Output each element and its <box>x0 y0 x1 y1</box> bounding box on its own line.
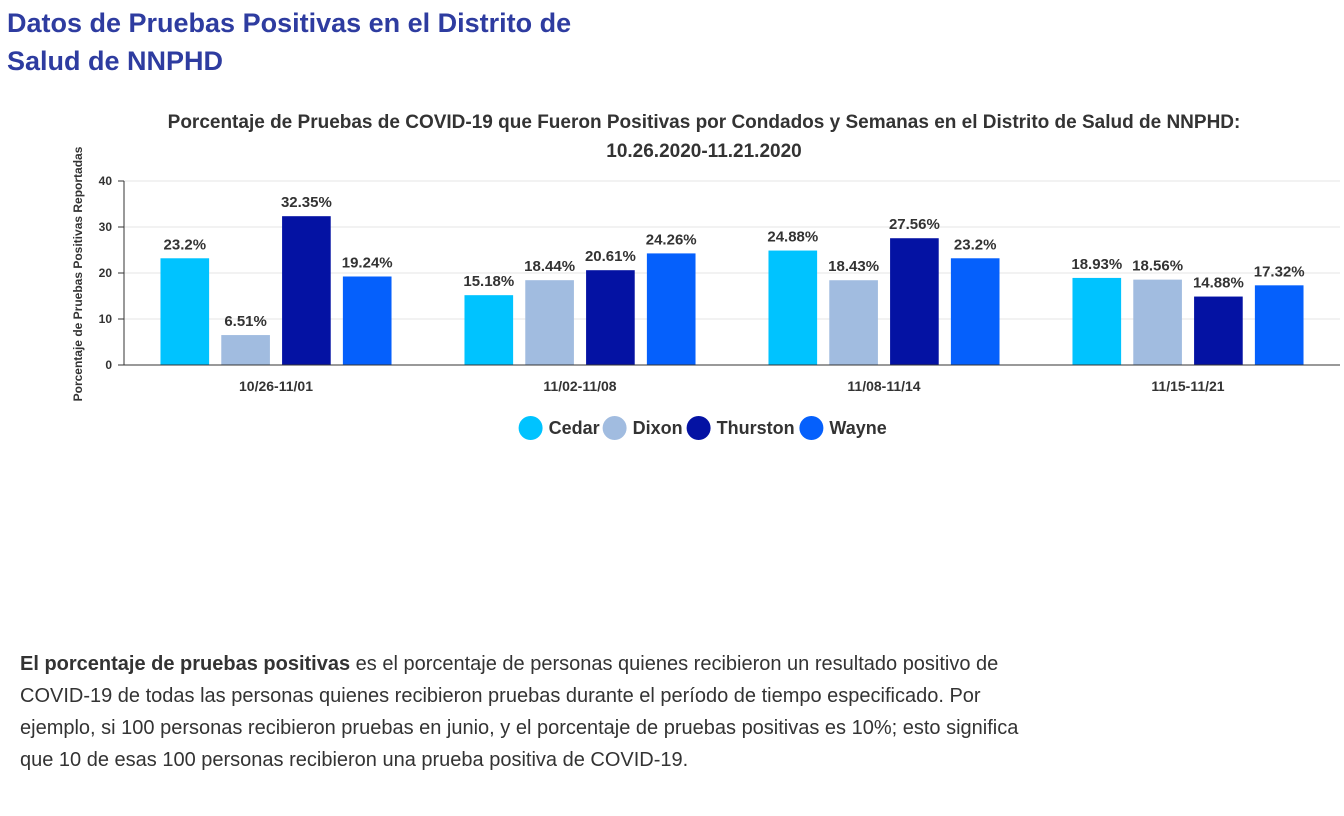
data-label: 18.43% <box>828 258 879 275</box>
chart-container: Porcentaje de Pruebas de COVID-19 que Fu… <box>0 96 1344 466</box>
data-label: 18.56% <box>1132 258 1183 275</box>
bar-wayne[interactable] <box>646 253 696 365</box>
data-label: 18.93% <box>1071 256 1122 273</box>
x-category-label: 11/02-11/08 <box>543 378 616 394</box>
y-tick-label: 40 <box>99 174 113 188</box>
data-label: 24.88% <box>767 229 818 246</box>
legend: Cedar Dixon Thurston Wayne <box>518 416 887 440</box>
bars <box>160 216 1304 365</box>
data-label: 32.35% <box>281 194 332 211</box>
legend-swatch <box>518 416 543 440</box>
bar-chart: Porcentaje de Pruebas de COVID-19 que Fu… <box>71 112 1340 440</box>
data-label: 23.2% <box>164 236 207 253</box>
y-tick-label: 0 <box>105 358 112 372</box>
bar-thurston[interactable] <box>1194 296 1243 365</box>
legend-item-cedar[interactable]: Cedar <box>518 416 600 440</box>
x-category-label: 10/26-11/01 <box>239 378 313 394</box>
bar-cedar[interactable] <box>464 295 514 365</box>
bar-cedar[interactable] <box>768 250 818 365</box>
data-label: 14.88% <box>1193 275 1244 292</box>
bar-wayne[interactable] <box>342 276 392 365</box>
bar-dixon[interactable] <box>221 335 270 365</box>
explanation-paragraph: El porcentaje de pruebas positivas es el… <box>20 648 1030 776</box>
bar-dixon[interactable] <box>1133 279 1182 365</box>
bar-dixon[interactable] <box>829 280 878 365</box>
legend-label: Wayne <box>829 418 886 438</box>
axes: 0 10 20 30 40 10/26-11/01 11/02-11/08 11/08-11/… <box>99 174 1340 394</box>
legend-swatch <box>799 416 824 440</box>
y-tick-label: 30 <box>99 220 113 234</box>
data-labels: 23.2% 6.51% 32.35% 19.24% 15.18% 18.44% 20.61%… <box>164 194 1305 330</box>
bar-dixon[interactable] <box>525 280 574 365</box>
legend-swatch <box>686 416 711 440</box>
bar-thurston[interactable] <box>586 270 635 365</box>
data-label: 27.56% <box>889 216 940 233</box>
y-tick-label: 10 <box>99 312 113 326</box>
legend-item-wayne[interactable]: Wayne <box>799 416 887 440</box>
data-label: 6.51% <box>224 313 267 330</box>
data-label: 23.2% <box>954 236 997 253</box>
data-label: 20.61% <box>585 248 636 265</box>
legend-item-thurston[interactable]: Thurston <box>686 416 795 440</box>
legend-swatch <box>602 416 627 440</box>
bar-wayne[interactable] <box>1254 285 1304 365</box>
legend-item-dixon[interactable]: Dixon <box>602 416 683 440</box>
chart-title-line2: 10.26.2020-11.21.2020 <box>606 141 801 162</box>
bar-wayne[interactable] <box>950 258 1000 365</box>
data-label: 19.24% <box>342 254 393 271</box>
page-title: Datos de Pruebas Positivas en el Distrit… <box>7 8 572 76</box>
x-category-label: 11/08-11/14 <box>847 378 920 394</box>
explanation-text: es el porcentaje de personas quienes rec… <box>20 653 1019 771</box>
data-label: 17.32% <box>1254 263 1305 280</box>
y-tick-label: 20 <box>99 266 113 280</box>
bar-cedar[interactable] <box>1072 277 1122 365</box>
legend-label: Dixon <box>633 418 683 438</box>
x-category-label: 11/15-11/21 <box>1151 378 1224 394</box>
chart-title-line1: Porcentaje de Pruebas de COVID-19 que Fu… <box>168 112 1241 133</box>
data-label: 15.18% <box>463 273 514 290</box>
legend-label: Cedar <box>549 418 600 438</box>
data-label: 24.26% <box>646 231 697 248</box>
legend-label: Thurston <box>717 418 795 438</box>
explanation-term: El porcentaje de pruebas positivas <box>20 653 351 675</box>
bar-thurston[interactable] <box>282 216 331 365</box>
data-label: 18.44% <box>524 258 575 275</box>
bar-cedar[interactable] <box>160 258 210 365</box>
y-axis-title: Porcentaje de Pruebas Positivas Reportad… <box>71 146 85 401</box>
bar-thurston[interactable] <box>890 238 939 365</box>
